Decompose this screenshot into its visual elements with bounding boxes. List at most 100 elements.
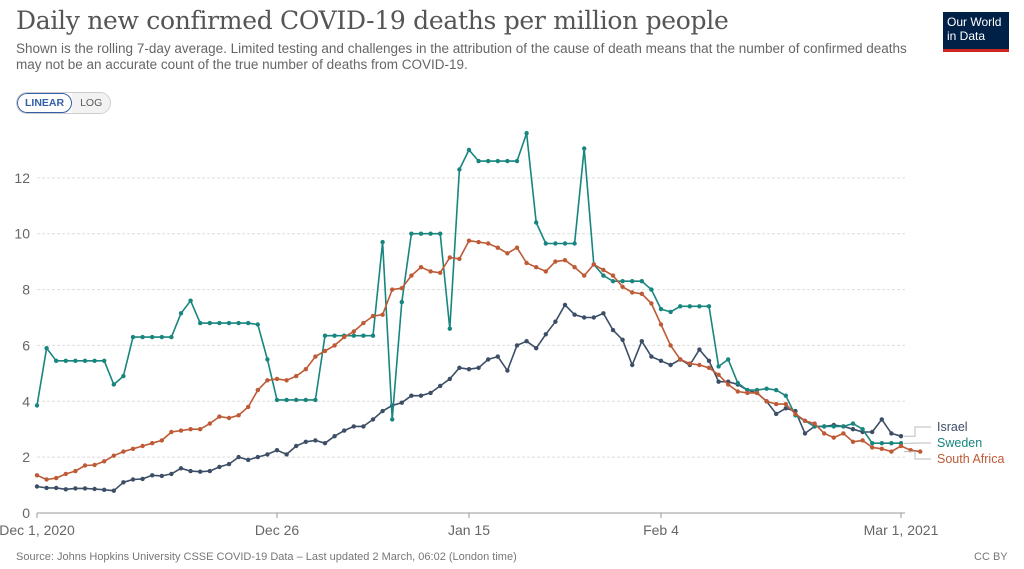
- data-point: [111, 488, 117, 493]
- data-point: [716, 379, 721, 384]
- data-point: [351, 333, 356, 338]
- data-point: [284, 397, 289, 403]
- data-point: [130, 446, 136, 451]
- data-point: [54, 475, 59, 481]
- data-point: [121, 373, 126, 379]
- data-point: [274, 397, 280, 403]
- series-sweden[interactable]: [34, 131, 904, 446]
- series-israel[interactable]: [34, 302, 904, 493]
- data-point: [150, 334, 155, 340]
- license-link[interactable]: CC BY: [974, 551, 1008, 563]
- data-point: [495, 245, 500, 250]
- data-point: [102, 459, 107, 464]
- data-point: [409, 231, 414, 236]
- y-tick-label: 6: [22, 337, 30, 353]
- data-point: [649, 354, 654, 359]
- data-point: [255, 387, 260, 393]
- x-tick-label: Dec 26: [255, 522, 300, 538]
- data-point: [380, 312, 385, 317]
- data-point: [217, 464, 222, 470]
- series-line: [36, 132, 901, 445]
- data-point: [620, 279, 625, 284]
- data-point: [447, 326, 452, 331]
- data-point: [130, 334, 136, 340]
- data-point: [102, 358, 107, 363]
- data-point: [678, 357, 683, 362]
- data-point: [342, 428, 347, 433]
- data-point: [505, 368, 510, 373]
- data-point: [140, 443, 145, 449]
- data-point: [716, 364, 721, 369]
- data-point: [735, 389, 740, 394]
- data-point: [390, 287, 395, 292]
- data-point: [783, 393, 788, 398]
- legend-label[interactable]: South Africa: [937, 452, 1004, 466]
- data-point: [572, 312, 577, 317]
- data-point: [63, 487, 68, 492]
- data-point: [889, 441, 894, 446]
- data-point: [572, 265, 577, 270]
- data-point: [265, 452, 270, 457]
- data-point: [524, 339, 529, 344]
- data-point: [889, 431, 894, 436]
- data-point: [870, 429, 875, 435]
- data-point: [553, 319, 558, 324]
- data-point: [370, 417, 376, 422]
- y-tick-label: 2: [22, 449, 30, 465]
- data-point: [639, 291, 644, 296]
- data-point: [188, 427, 193, 432]
- owid-logo[interactable]: Our World in Data: [943, 12, 1009, 52]
- data-point: [418, 265, 424, 270]
- series-lines: [34, 131, 923, 493]
- data-point: [63, 358, 68, 363]
- data-point: [457, 365, 462, 370]
- series-south-africa[interactable]: [34, 238, 923, 482]
- data-point: [409, 273, 414, 278]
- data-point: [687, 361, 692, 366]
- data-point: [246, 457, 251, 463]
- data-point: [716, 372, 721, 377]
- data-point: [524, 131, 529, 136]
- logo-line-1: Our World: [947, 15, 1002, 29]
- data-point: [63, 471, 68, 477]
- data-point: [534, 346, 539, 351]
- data-point: [697, 362, 702, 368]
- log-scale-button[interactable]: LOG: [72, 93, 111, 113]
- data-point: [610, 273, 616, 278]
- data-point: [524, 260, 529, 266]
- data-point: [495, 158, 500, 164]
- legend-label[interactable]: Israel: [937, 420, 968, 434]
- linear-scale-button[interactable]: LINEAR: [17, 93, 73, 113]
- data-point: [159, 334, 164, 340]
- data-point: [745, 390, 750, 396]
- data-point: [783, 406, 788, 411]
- legend-label[interactable]: Sweden: [937, 436, 982, 450]
- data-point: [735, 380, 740, 386]
- data-point: [409, 393, 414, 398]
- data-point: [265, 378, 270, 383]
- data-point: [562, 241, 568, 246]
- x-tick-label: Feb 4: [643, 522, 679, 538]
- data-point: [73, 468, 78, 474]
- data-point: [438, 270, 443, 275]
- x-tick-label: Dec 1, 2020: [0, 522, 75, 538]
- data-point: [169, 471, 174, 477]
- source-note[interactable]: Source: Johns Hopkins University CSSE CO…: [16, 551, 517, 563]
- logo-line-2: in Data: [947, 29, 986, 43]
- data-point: [505, 251, 510, 256]
- data-point: [457, 167, 462, 172]
- data-point: [428, 231, 433, 236]
- data-point: [879, 417, 884, 422]
- data-point: [486, 241, 491, 246]
- data-point: [668, 309, 673, 315]
- data-point: [850, 427, 856, 432]
- y-axis-ticks: 0 2 4 6 8 10 12: [14, 170, 30, 521]
- data-point: [486, 158, 491, 164]
- data-point: [399, 299, 404, 305]
- data-point: [303, 367, 308, 372]
- data-point: [630, 290, 635, 295]
- data-point: [92, 462, 97, 468]
- data-point: [361, 424, 366, 429]
- data-point: [630, 362, 635, 368]
